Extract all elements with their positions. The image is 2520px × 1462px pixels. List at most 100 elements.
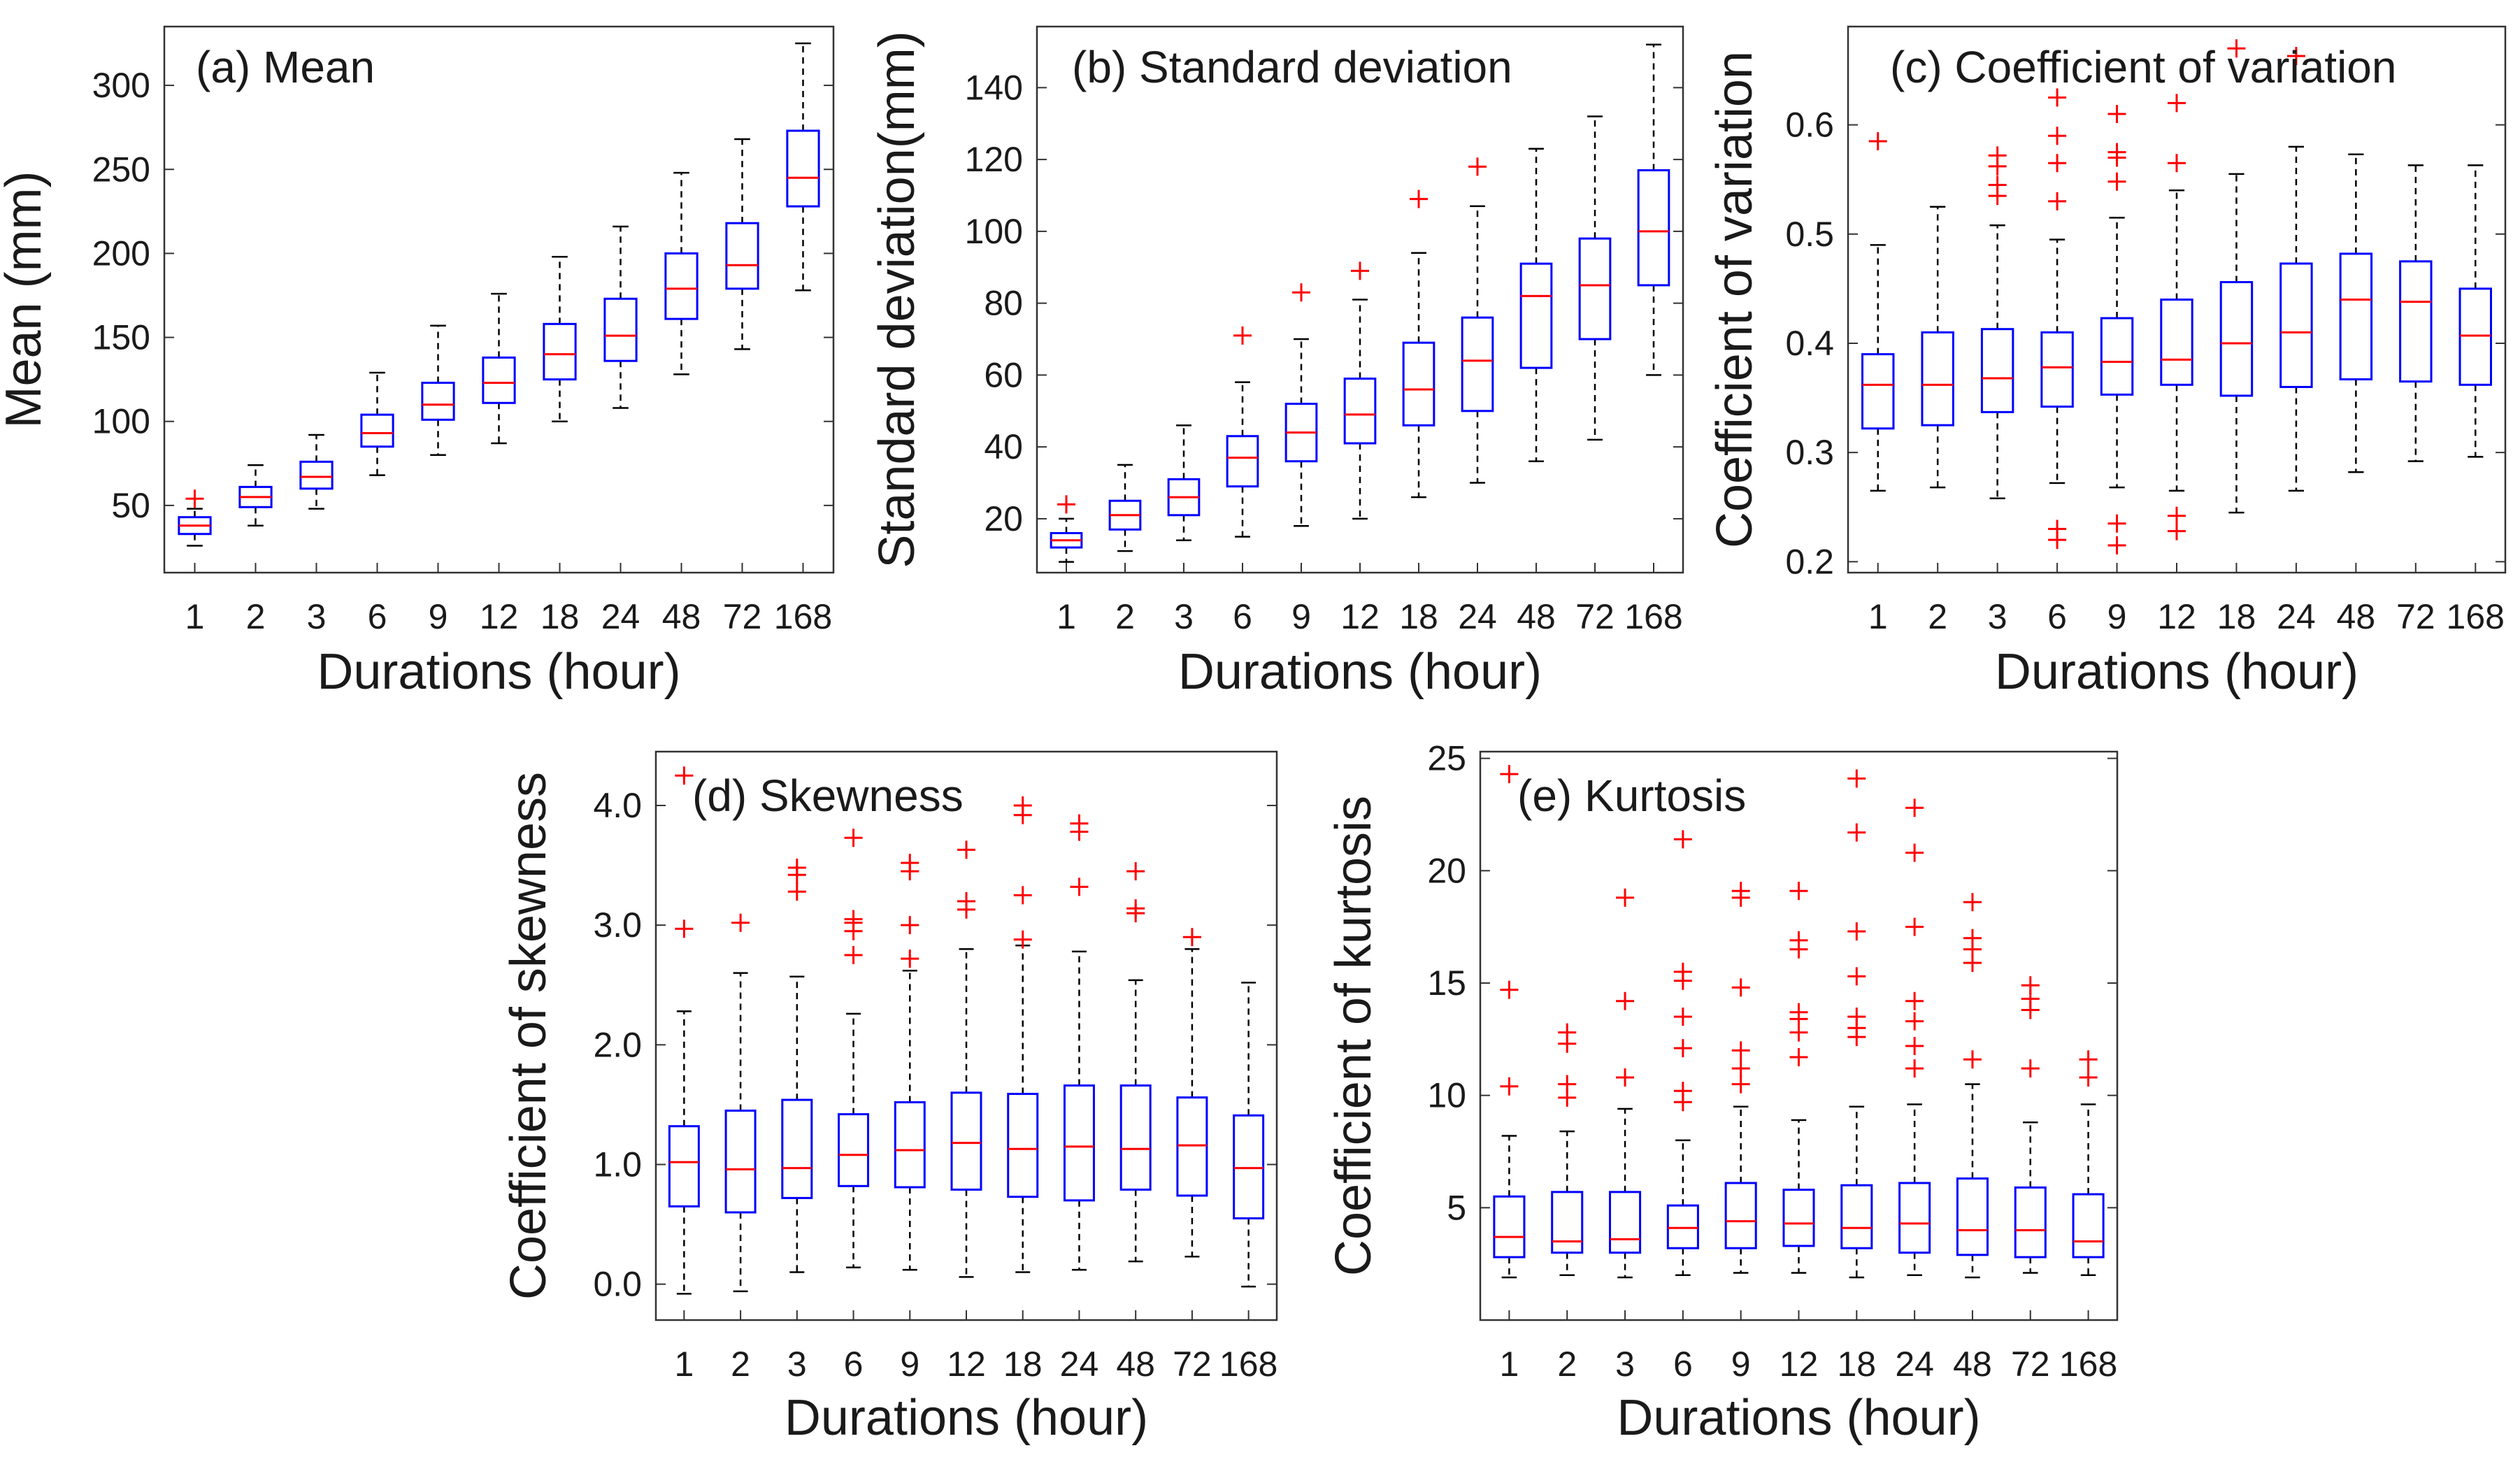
box-group <box>1284 283 1318 527</box>
box-group <box>668 766 700 1295</box>
box-group <box>838 829 870 1268</box>
box-group <box>543 255 577 422</box>
y-tick-label: 0.6 <box>1785 106 1834 145</box>
outlier-marker <box>1868 132 1887 151</box>
y-tick-label: 40 <box>984 427 1023 466</box>
box-group <box>2458 164 2492 458</box>
box-group <box>1980 146 2014 500</box>
y-tick-label: 25 <box>1427 739 1466 778</box>
y-tick-label: 60 <box>984 355 1023 394</box>
y-tick-label: 5 <box>1447 1188 1466 1227</box>
x-tick-label: 6 <box>368 597 387 636</box>
panel-title: (b) Standard deviation <box>1072 42 1512 92</box>
y-axis-label: Coefficient of skewness <box>501 772 557 1300</box>
x-axis-label: Durations (hour) <box>1995 644 2358 700</box>
box-group <box>786 42 820 292</box>
box-group <box>1343 261 1377 520</box>
y-tick-label: 0.2 <box>1785 542 1834 581</box>
outlier-marker <box>1905 991 1924 1010</box>
x-tick-label: 2 <box>246 597 266 636</box>
box-group <box>360 371 394 476</box>
box-iqr <box>724 1109 757 1214</box>
box-iqr <box>1493 1195 1526 1259</box>
box-iqr <box>1782 1189 1815 1247</box>
box-iqr <box>1609 1191 1642 1254</box>
box-group <box>1724 882 1757 1274</box>
box-iqr <box>1343 378 1377 445</box>
outlier-marker <box>1673 1039 1692 1058</box>
box-iqr <box>1063 1084 1095 1202</box>
outlier-marker <box>2021 976 2040 995</box>
outlier-marker <box>1673 830 1692 849</box>
outlier-marker <box>2048 88 2067 107</box>
x-tick-label: 48 <box>2337 597 2376 636</box>
y-tick-label: 1.0 <box>593 1145 642 1184</box>
y-axis-label: Standard deviation(mm) <box>869 31 925 568</box>
x-tick-label: 1 <box>1868 597 1888 636</box>
outlier-marker <box>844 910 863 929</box>
outlier-marker <box>1616 1068 1635 1087</box>
box-iqr <box>1551 1191 1584 1254</box>
box-iqr <box>725 222 759 290</box>
outlier-marker <box>957 891 975 910</box>
x-tick-label: 1 <box>185 597 205 636</box>
x-tick-label: 72 <box>1575 597 1615 636</box>
x-tick-label: 24 <box>601 597 640 636</box>
outlier-marker <box>675 919 694 938</box>
outlier-marker <box>2048 154 2067 173</box>
box-iqr <box>603 297 638 362</box>
box-iqr <box>2100 317 2134 396</box>
x-tick-label: 48 <box>662 597 701 636</box>
outlier-marker <box>901 916 919 935</box>
outlier-marker <box>2107 104 2126 123</box>
x-tick-label: 24 <box>1895 1345 1934 1384</box>
panel-title: (e) Kurtosis <box>1517 771 1746 821</box>
outlier-marker <box>1468 157 1487 176</box>
box-group <box>1609 888 1642 1279</box>
y-tick-label: 3.0 <box>593 905 642 945</box>
outlier-marker <box>1847 922 1866 941</box>
outlier-marker <box>844 829 863 847</box>
outlier-marker <box>2168 506 2186 525</box>
outlier-marker <box>1963 929 1982 947</box>
outlier-marker <box>1789 882 1808 901</box>
box-group <box>1551 1023 1584 1276</box>
x-tick-label: 168 <box>774 597 832 636</box>
box-iqr <box>1119 1084 1152 1191</box>
outlier-marker <box>1013 886 1032 905</box>
outlier-marker <box>1233 326 1252 345</box>
x-tick-label: 9 <box>429 597 448 636</box>
box-group <box>1861 132 1895 492</box>
box-iqr <box>781 1098 813 1199</box>
outlier-marker <box>1731 882 1750 901</box>
box-group <box>1578 115 1612 441</box>
box-iqr <box>360 413 394 448</box>
box-group <box>1637 43 1670 376</box>
box-group <box>1063 814 1095 1271</box>
y-tick-label: 20 <box>984 499 1023 538</box>
box-group <box>2339 153 2373 473</box>
x-axis-label: Durations (hour) <box>1178 644 1542 700</box>
box-iqr <box>1176 1096 1208 1197</box>
outlier-marker <box>1558 1023 1577 1042</box>
outlier-marker <box>2048 531 2067 550</box>
box-iqr <box>1980 328 2014 413</box>
box-iqr <box>1578 237 1612 341</box>
box-group <box>781 859 813 1273</box>
x-tick-label: 3 <box>1174 597 1194 636</box>
y-tick-label: 120 <box>965 140 1023 179</box>
box-group <box>1108 464 1142 552</box>
x-tick-label: 9 <box>2107 597 2127 636</box>
x-tick-label: 72 <box>1173 1345 1212 1384</box>
outlier-marker <box>1070 814 1089 833</box>
outlier-marker <box>1731 978 1750 997</box>
box-group <box>724 913 757 1293</box>
x-tick-label: 6 <box>844 1345 864 1384</box>
x-tick-label: 12 <box>1780 1345 1819 1384</box>
x-tick-label: 1 <box>674 1345 694 1384</box>
outlier-marker <box>1673 1082 1692 1101</box>
y-tick-label: 0.3 <box>1785 433 1834 472</box>
outlier-marker <box>1963 893 1982 912</box>
x-tick-label: 168 <box>2059 1345 2117 1384</box>
